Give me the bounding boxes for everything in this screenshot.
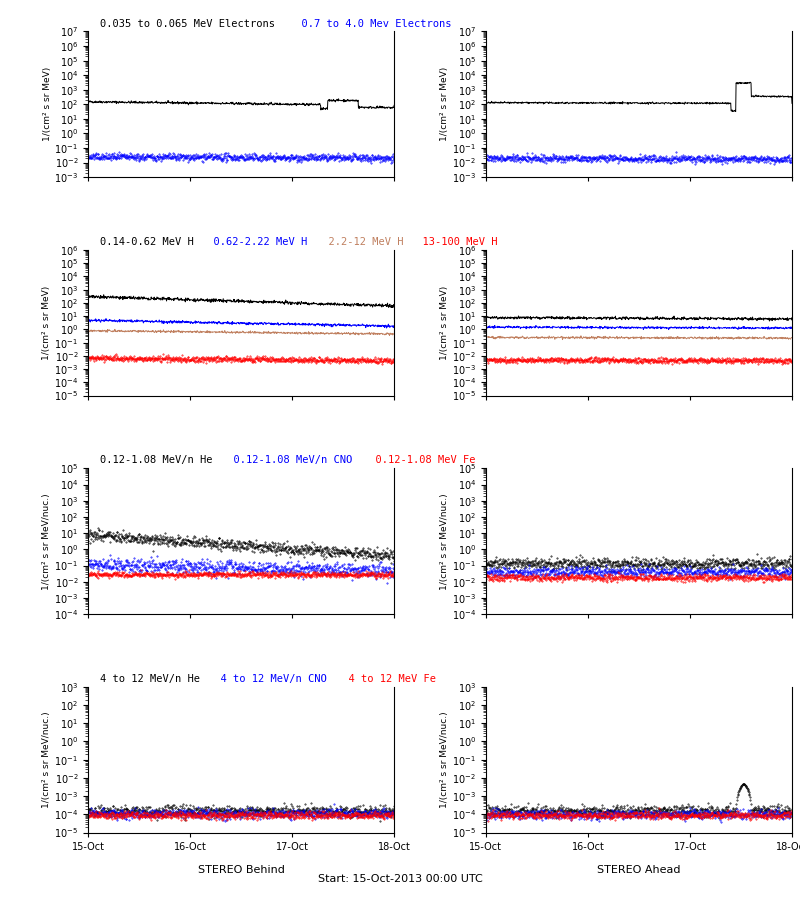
Text: 13-100 MeV H: 13-100 MeV H bbox=[410, 237, 498, 247]
Text: 0.12-1.08 MeV/n He: 0.12-1.08 MeV/n He bbox=[100, 455, 213, 465]
Y-axis label: 1/(cm² s sr MeV): 1/(cm² s sr MeV) bbox=[42, 285, 51, 360]
Y-axis label: 1/(cm² s sr MeV/nuc.): 1/(cm² s sr MeV/nuc.) bbox=[42, 711, 51, 808]
Y-axis label: 1/(cm² s sr MeV/nuc.): 1/(cm² s sr MeV/nuc.) bbox=[440, 711, 450, 808]
Text: 0.7 to 4.0 Mev Electrons: 0.7 to 4.0 Mev Electrons bbox=[289, 19, 451, 29]
Text: 0.12-1.08 MeV Fe: 0.12-1.08 MeV Fe bbox=[363, 455, 475, 465]
Y-axis label: 1/(cm² s sr MeV/nuc.): 1/(cm² s sr MeV/nuc.) bbox=[440, 493, 450, 590]
X-axis label: STEREO Ahead: STEREO Ahead bbox=[598, 866, 681, 876]
Text: 4 to 12 MeV Fe: 4 to 12 MeV Fe bbox=[336, 674, 436, 684]
Text: 0.12-1.08 MeV/n CNO: 0.12-1.08 MeV/n CNO bbox=[222, 455, 353, 465]
X-axis label: STEREO Behind: STEREO Behind bbox=[198, 866, 285, 876]
Y-axis label: 1/(cm² s sr MeV): 1/(cm² s sr MeV) bbox=[441, 68, 450, 141]
Text: 4 to 12 MeV/n He: 4 to 12 MeV/n He bbox=[100, 674, 200, 684]
Y-axis label: 1/(cm² s sr MeV): 1/(cm² s sr MeV) bbox=[440, 285, 450, 360]
Text: 0.62-2.22 MeV H: 0.62-2.22 MeV H bbox=[202, 237, 307, 247]
Y-axis label: 1/(cm² s sr MeV/nuc.): 1/(cm² s sr MeV/nuc.) bbox=[42, 493, 51, 590]
Y-axis label: 1/(cm² s sr MeV): 1/(cm² s sr MeV) bbox=[42, 68, 51, 141]
Text: 2.2-12 MeV H: 2.2-12 MeV H bbox=[316, 237, 403, 247]
Text: 4 to 12 MeV/n CNO: 4 to 12 MeV/n CNO bbox=[208, 674, 326, 684]
Text: 0.035 to 0.065 MeV Electrons: 0.035 to 0.065 MeV Electrons bbox=[100, 19, 275, 29]
Text: 0.14-0.62 MeV H: 0.14-0.62 MeV H bbox=[100, 237, 194, 247]
Text: Start: 15-Oct-2013 00:00 UTC: Start: 15-Oct-2013 00:00 UTC bbox=[318, 874, 482, 884]
